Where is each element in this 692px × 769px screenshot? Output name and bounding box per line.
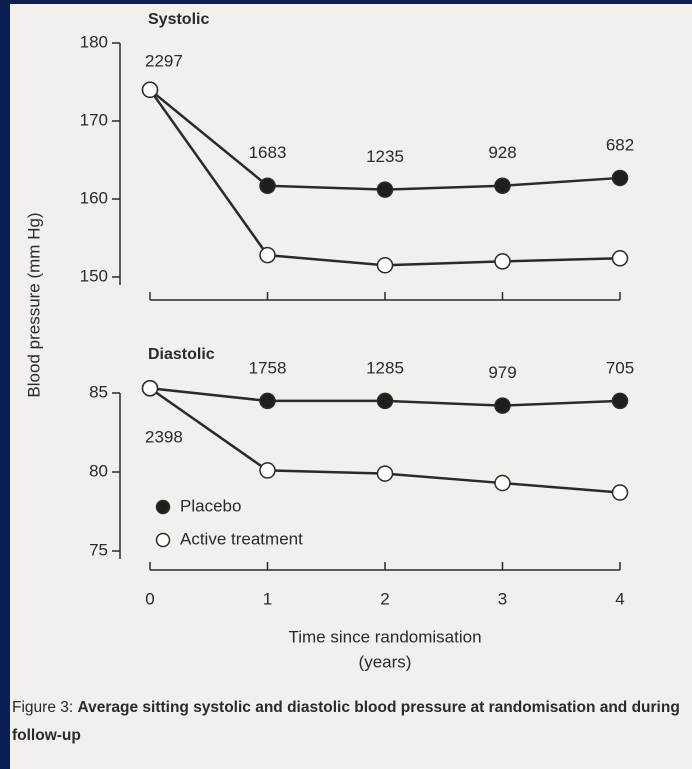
- series-line: [149, 88, 621, 191]
- count-label: 682: [606, 135, 634, 154]
- data-point: [376, 392, 394, 410]
- y-tick-label: 150: [80, 266, 108, 285]
- y-tick-label: 75: [89, 540, 108, 559]
- count-label: 1235: [366, 147, 404, 166]
- chart-title: Systolic: [148, 11, 209, 28]
- x-tick-label: 1: [263, 589, 272, 608]
- y-tick-label: 85: [89, 382, 108, 401]
- legend-label: Active treatment: [180, 529, 303, 548]
- count-label: 705: [606, 358, 634, 377]
- x-axis-label: (years): [359, 652, 412, 671]
- x-axis-label: Time since randomisation: [288, 627, 481, 646]
- data-point: [259, 462, 276, 479]
- count-label: 1285: [366, 358, 404, 377]
- y-tick-label: 80: [89, 461, 108, 480]
- x-tick-label: 2: [380, 589, 389, 608]
- legend-marker: [155, 499, 171, 515]
- data-point: [141, 81, 159, 99]
- data-point: [494, 397, 511, 414]
- data-point: [611, 392, 629, 410]
- x-tick-label: 0: [145, 589, 154, 608]
- count-label: 1683: [249, 143, 287, 162]
- data-point: [259, 177, 276, 194]
- y-tick-label: 180: [80, 32, 108, 51]
- x-tick-label: 3: [498, 589, 507, 608]
- data-point: [611, 484, 629, 501]
- data-point: [259, 246, 276, 264]
- caption-text: Average sitting systolic and diastolic b…: [12, 699, 680, 744]
- data-point: [494, 253, 511, 270]
- page: Systolic Diastolic Blood pressure (mm Hg…: [10, 4, 692, 769]
- chart: Systolic Diastolic Blood pressure (mm Hg…: [24, 11, 634, 671]
- data-point: [376, 257, 394, 274]
- y-tick-label: 170: [80, 110, 108, 129]
- count-label: 1758: [249, 358, 287, 377]
- data-point: [376, 465, 394, 482]
- chart-title: Diastolic: [148, 346, 215, 363]
- data-point: [611, 169, 629, 187]
- series-line: [148, 89, 621, 267]
- data-point: [611, 250, 629, 267]
- y-axis-label: Blood pressure (mm Hg): [24, 212, 43, 397]
- x-tick-label: 4: [615, 589, 624, 608]
- count-label: 2297: [145, 51, 183, 70]
- legend-label: Placebo: [180, 496, 241, 515]
- count-label: 928: [488, 143, 516, 162]
- data-point: [259, 392, 276, 410]
- caption: Figure 3: Average sitting systolic and d…: [12, 694, 692, 750]
- data-point: [141, 380, 159, 397]
- data-point: [376, 181, 394, 198]
- count-label: 979: [488, 363, 516, 382]
- legend-marker: [155, 532, 171, 548]
- data-point: [494, 474, 511, 492]
- caption-label: Figure 3:: [12, 699, 74, 716]
- y-tick-label: 160: [80, 188, 108, 207]
- count-label: 2398: [145, 428, 183, 447]
- data-point: [494, 177, 511, 194]
